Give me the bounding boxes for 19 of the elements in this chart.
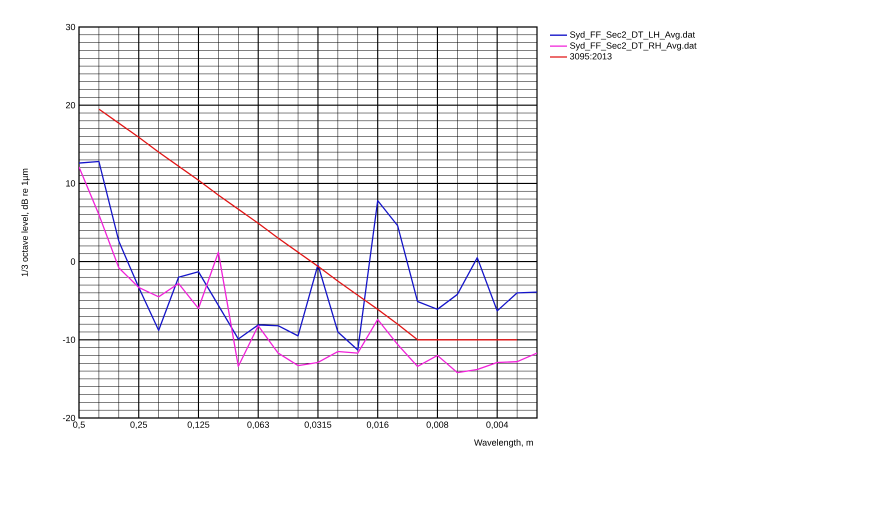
legend-label: Syd_FF_Sec2_DT_LH_Avg.dat: [570, 31, 695, 40]
y-tick-label: -20: [62, 414, 76, 422]
legend-label: 3095:2013: [570, 53, 612, 60]
x-tick-label: 0,5: [73, 422, 85, 429]
x-tick-label: 0,063: [247, 422, 270, 429]
x-tick-label: 0,008: [426, 422, 448, 429]
y-tick-label: -10: [62, 336, 76, 343]
x-tick-label: 0,0315: [304, 422, 332, 429]
x-tick-label: 0,25: [130, 422, 148, 429]
y-tick-label: 30: [66, 24, 76, 30]
x-tick-label: 0,016: [366, 422, 389, 429]
x-tick-label: 0,004: [486, 422, 508, 429]
y-tick-label: 20: [66, 102, 76, 108]
x-tick-label: 0,125: [188, 422, 210, 429]
x-axis-title: Wavelength, m: [474, 439, 533, 448]
legend-label: Syd_FF_Sec2_DT_RH_Avg.dat: [570, 42, 696, 51]
y-axis-title: 1/3 octave level, dB re 1µm: [21, 168, 30, 276]
y-tick-label: 0: [70, 258, 76, 265]
y-tick-label: 10: [66, 180, 76, 187]
